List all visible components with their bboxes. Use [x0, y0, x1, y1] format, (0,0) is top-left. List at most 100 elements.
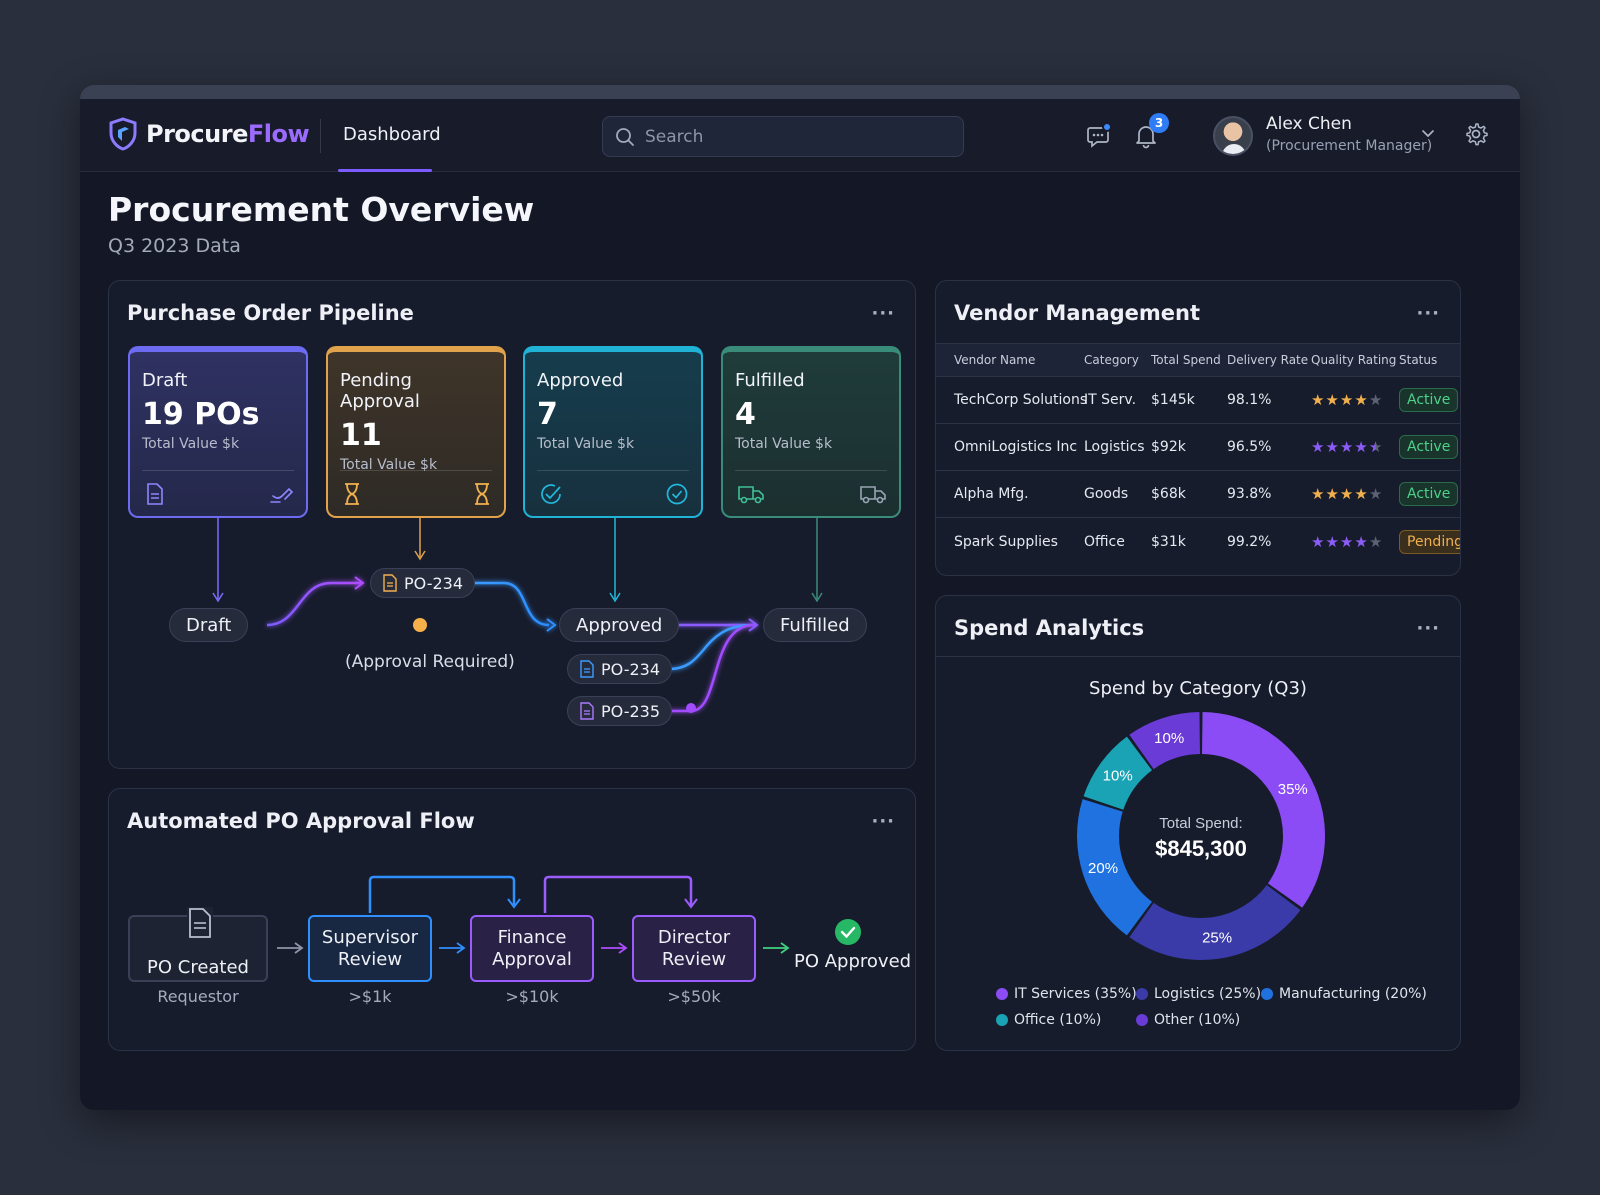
star-icon: ★	[1311, 438, 1325, 456]
donut-center-value: $845,300	[1155, 836, 1247, 861]
user-name: Alex Chen	[1266, 114, 1352, 134]
donut-slice[interactable]	[1202, 712, 1325, 908]
donut-slice-label: 35%	[1278, 781, 1308, 798]
po-chip-mid[interactable]: PO-234	[567, 654, 672, 684]
header-divider	[320, 119, 321, 153]
col-header[interactable]: Quality Rating	[1311, 353, 1397, 367]
search-box[interactable]	[602, 116, 964, 157]
tab-dashboard[interactable]: Dashboard	[343, 124, 441, 145]
stage-divider	[735, 470, 887, 471]
arrow-right-icon	[601, 942, 628, 954]
chevron-down-icon[interactable]	[1420, 125, 1436, 141]
stage-name: Fulfilled	[735, 370, 805, 391]
vendor-row[interactable]: Spark Supplies Office $31k 99.2% ★ ★ ★ ★ ★ Pendin…	[936, 518, 1460, 565]
stage-card-pending-approval[interactable]: Pending Approval 11 Total Value $k	[326, 346, 506, 518]
donut-slice[interactable]	[1083, 736, 1152, 810]
stage-card-draft[interactable]: Draft 19 POs Total Value $k	[128, 346, 308, 518]
vendor-spend: $68k	[1151, 486, 1186, 502]
legend-swatch	[1261, 988, 1273, 1000]
step-label: Review	[337, 948, 403, 970]
legend-label: Other (10%)	[1154, 1012, 1241, 1028]
approval-flow-menu-button[interactable]: ···	[871, 811, 895, 832]
star-icon: ★	[1354, 485, 1368, 503]
notifications-button[interactable]: 3	[1131, 113, 1169, 151]
step-po-created[interactable]: PO Created	[128, 907, 268, 982]
search-icon	[616, 127, 634, 146]
donut-slice[interactable]	[1129, 885, 1301, 960]
col-header[interactable]: Delivery Rate	[1227, 353, 1309, 367]
pipeline-card: Purchase Order Pipeline ··· Draft 19 POs…	[108, 280, 916, 769]
stage-card-fulfilled[interactable]: Fulfilled 4 Total Value $k	[721, 346, 901, 518]
step-supervisor-review[interactable]: Supervisor Review	[308, 915, 432, 982]
spend-menu-button[interactable]: ···	[1416, 618, 1440, 639]
document-icon	[187, 907, 213, 939]
node-draft[interactable]: Draft	[169, 608, 249, 642]
vendor-spend: $92k	[1151, 439, 1186, 455]
status-cell: Active	[1399, 471, 1459, 517]
legend-label: Manufacturing (20%)	[1279, 986, 1427, 1002]
window-titlebar	[80, 85, 1520, 99]
star-icon: ★	[1368, 532, 1383, 551]
vendor-name: OmniLogistics Inc	[954, 439, 1078, 455]
legend-label: Logistics (25%)	[1154, 986, 1262, 1002]
vendor-row[interactable]: TechCorp Solutions IT Serv. $145k 98.1% ★ ★ ★ ★…	[936, 377, 1460, 424]
donut-slice[interactable]	[1077, 799, 1152, 936]
truck-icon	[860, 486, 886, 504]
stage-name: Draft	[142, 370, 188, 391]
col-header[interactable]: Vendor Name	[954, 353, 1036, 367]
node-fulfilled[interactable]: Fulfilled	[763, 608, 867, 642]
step-caption: >$50k	[667, 987, 721, 1006]
vendor-row[interactable]: Alpha Mfg. Goods $68k 93.8% ★ ★ ★ ★ ★ Active	[936, 471, 1460, 518]
hourglass-icon	[475, 483, 489, 505]
messages-button[interactable]	[1084, 121, 1114, 151]
step-director-review[interactable]: Director Review	[632, 915, 756, 982]
step-label: Supervisor	[321, 926, 419, 948]
stage-count: 7	[537, 397, 558, 432]
step-caption: >$1k	[348, 987, 392, 1006]
star-icon: ★	[1368, 391, 1383, 409]
edit-icon	[270, 487, 294, 503]
donut-slice[interactable]	[1129, 712, 1200, 770]
col-header[interactable]: Total Spend	[1151, 353, 1221, 367]
node-approved[interactable]: Approved	[559, 608, 680, 642]
hourglass-icon	[345, 483, 359, 505]
check-circle-icon	[541, 484, 561, 504]
vendor-row[interactable]: OmniLogistics Inc Logistics $92k 96.5% ★ ★ ★ ★ ★…	[936, 424, 1460, 471]
search-input[interactable]	[645, 126, 945, 147]
vendor-category: IT Serv.	[1084, 392, 1137, 408]
gear-icon[interactable]	[1463, 121, 1489, 147]
legend-item[interactable]: Logistics (25%)	[1136, 986, 1261, 1002]
document-icon	[580, 702, 594, 720]
po-chip-top[interactable]: PO-234	[370, 568, 475, 598]
legend-item[interactable]: Other (10%)	[1136, 1012, 1240, 1028]
legend-item[interactable]: Office (10%)	[996, 1012, 1101, 1028]
status-cell: Active	[1399, 377, 1459, 423]
arrow-right-icon	[277, 942, 304, 954]
donut-slice-label: 25%	[1202, 930, 1232, 947]
approval-flow-card: Automated PO Approval Flow ··· PO Create…	[108, 788, 916, 1051]
status-badge: Active	[1399, 435, 1459, 459]
step-caption: Requestor	[157, 987, 239, 1006]
star-icon: ★	[1311, 532, 1325, 551]
stage-card-approved[interactable]: Approved 7 Total Value $k	[523, 346, 703, 518]
messages-unread-dot	[1102, 122, 1112, 132]
vendor-table-header: Vendor Name Category Total Spend Deliver…	[936, 343, 1460, 377]
legend-item[interactable]: Manufacturing (20%)	[1261, 986, 1427, 1002]
po-chip-label: PO-235	[601, 701, 660, 721]
stage-count: 19 POs	[142, 397, 260, 432]
po-chip-label: PO-234	[601, 659, 660, 679]
app-logo[interactable]: ProcureFlow	[108, 117, 310, 151]
user-avatar[interactable]	[1213, 116, 1253, 156]
pipeline-menu-button[interactable]: ···	[871, 303, 895, 324]
star-icon: ★	[1311, 391, 1325, 409]
step-finance-approval[interactable]: Finance Approval	[470, 915, 594, 982]
legend-item[interactable]: IT Services (35%)	[996, 986, 1137, 1002]
spend-title: Spend Analytics	[954, 616, 1145, 640]
vendor-menu-button[interactable]: ···	[1416, 303, 1440, 324]
po-chip-bottom[interactable]: PO-235	[567, 696, 672, 726]
pipeline-title: Purchase Order Pipeline	[127, 301, 414, 325]
legend-label: IT Services (35%)	[1014, 986, 1137, 1002]
col-header[interactable]: Category	[1084, 353, 1139, 367]
spend-donut-chart[interactable]: 35% 25% 20% 10% 10% Total Spend: $845,300	[1076, 711, 1326, 961]
col-header[interactable]: Status	[1399, 353, 1438, 367]
